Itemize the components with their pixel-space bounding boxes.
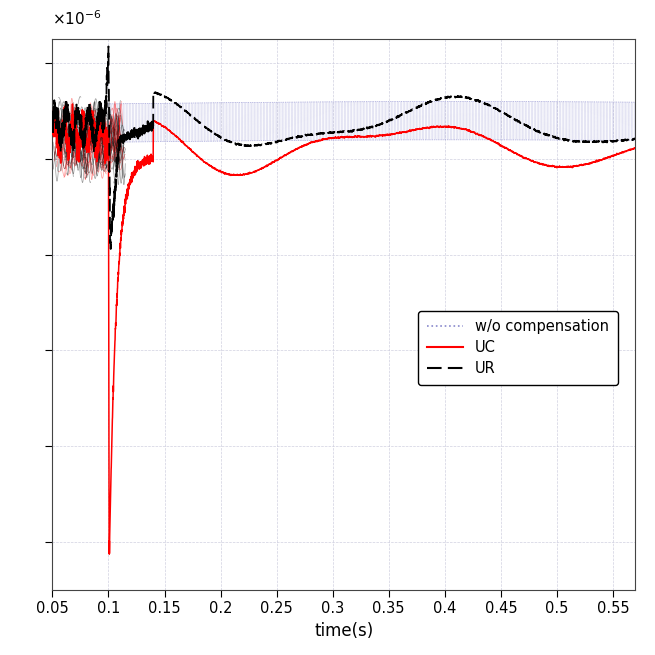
UR [633,135,641,143]
UC [422,124,430,132]
UC [585,159,593,167]
UR [422,100,430,107]
UR [105,43,113,50]
UR [585,138,593,146]
UC [69,100,77,108]
UC [48,128,56,136]
UR [374,121,382,129]
X-axis label: time(s): time(s) [314,622,373,640]
UC [421,124,429,132]
UR [107,245,115,253]
UC [105,550,113,558]
UC [374,132,382,140]
UC [197,156,205,164]
UC [633,144,641,152]
UC [387,130,395,138]
Line: UR: UR [52,47,637,249]
UR [387,116,395,124]
Legend: w/o compensation, UC, UR: w/o compensation, UC, UR [418,310,618,385]
UR [421,100,429,107]
UR [197,120,205,128]
Line: UC: UC [52,104,637,554]
Text: $\times\mathregular{10}^{\mathregular{-6}}$: $\times\mathregular{10}^{\mathregular{-6… [52,10,102,28]
UR [48,128,56,136]
